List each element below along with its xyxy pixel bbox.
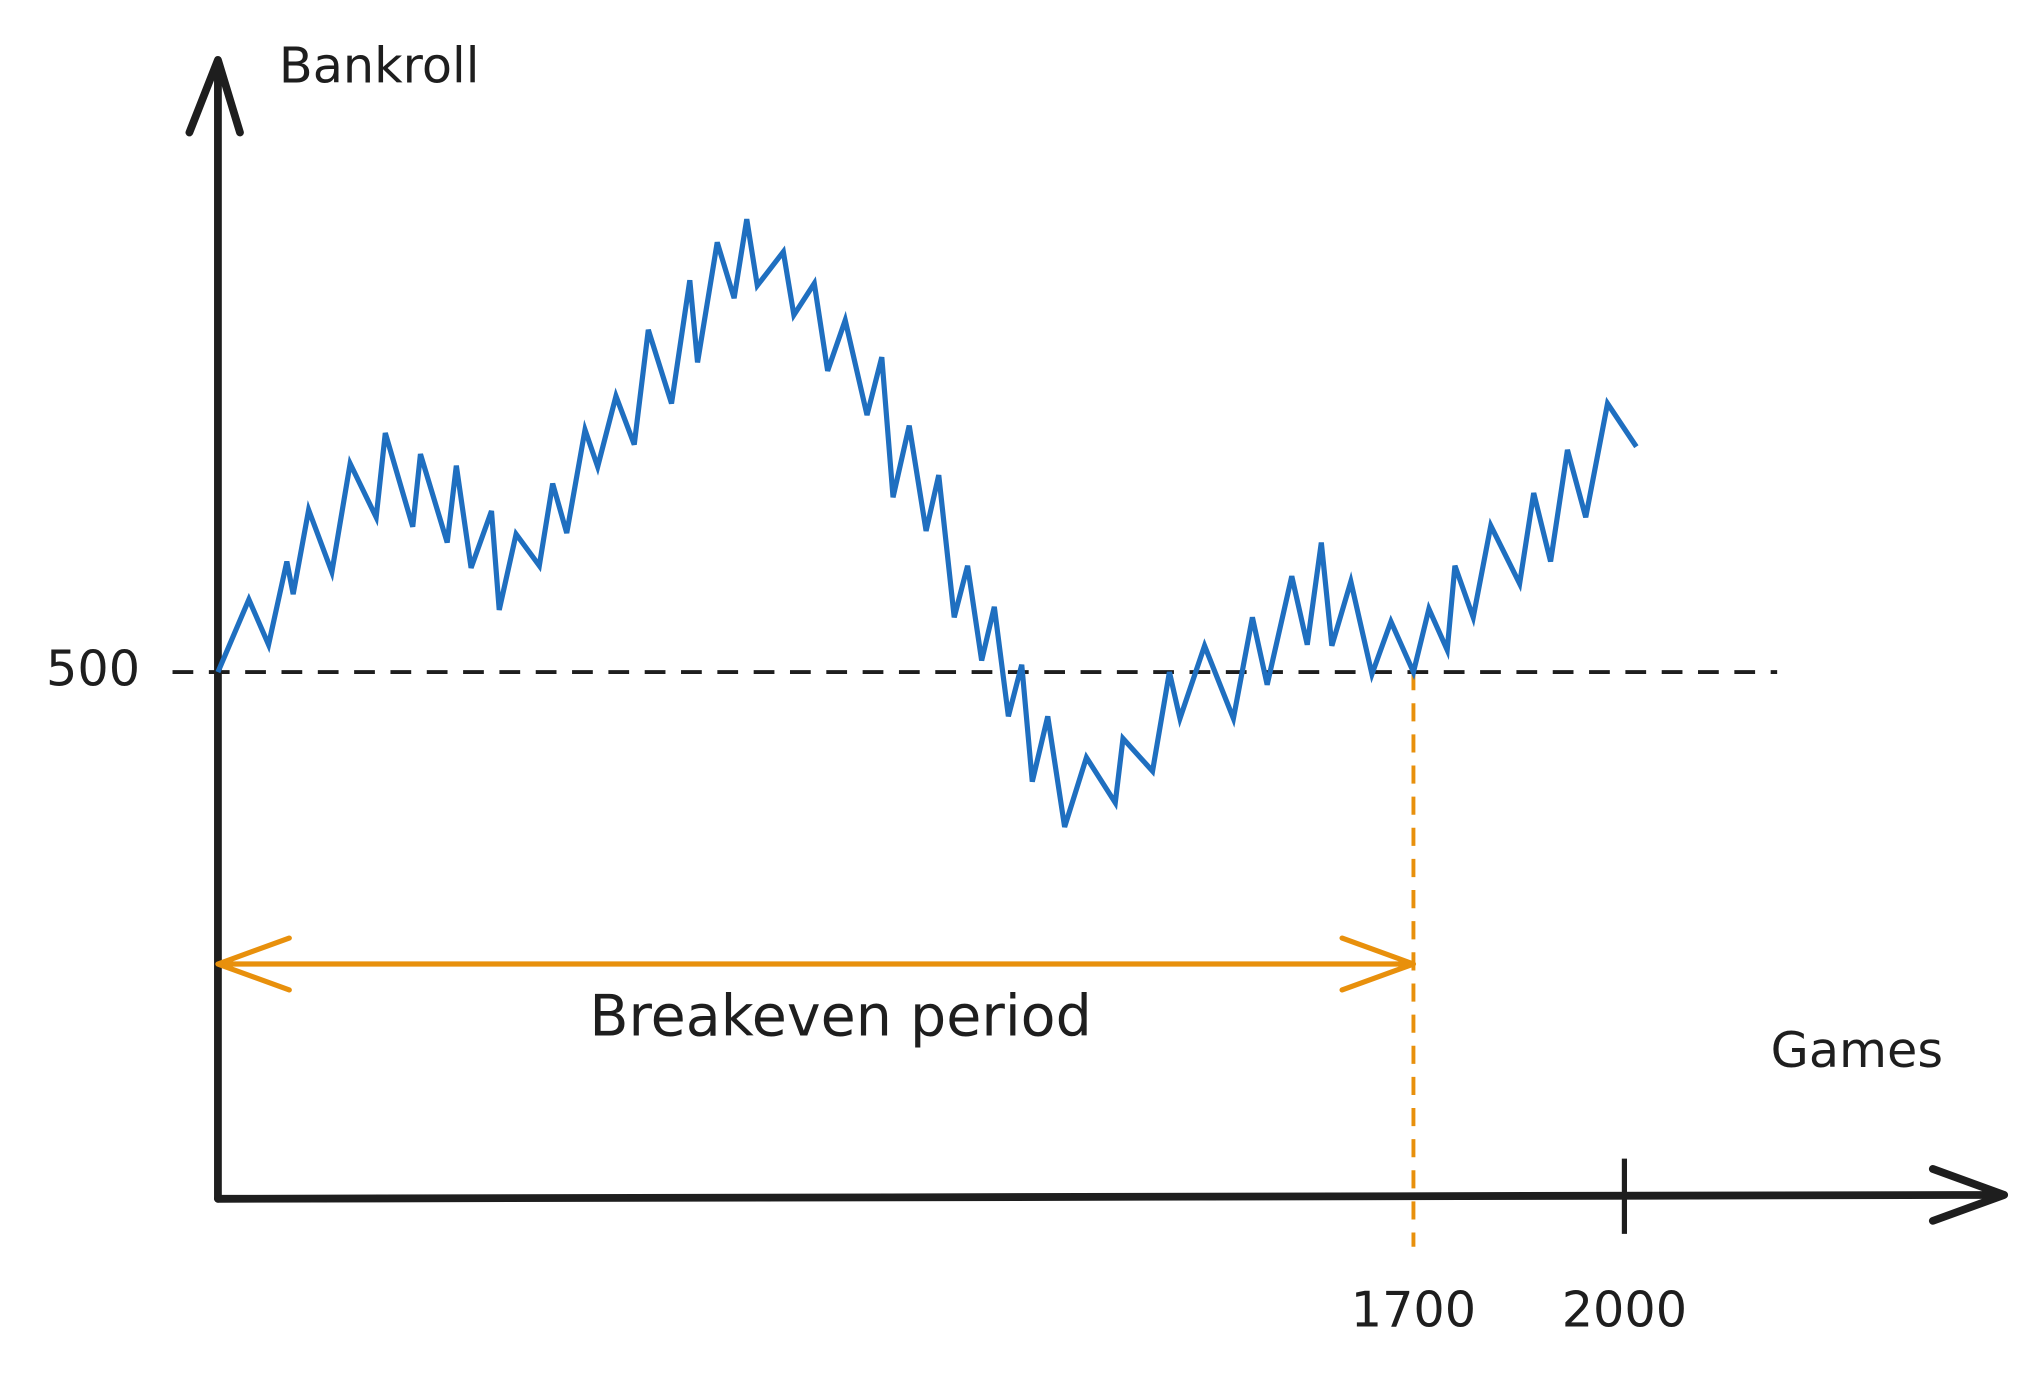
x-tick-label: 2000 [1562,1280,1687,1338]
axes [185,55,2009,1225]
y-axis-label: Bankroll [279,36,479,94]
y-axis [185,55,244,1203]
x-axis [214,1165,2009,1225]
x-axis-label: Games [1771,1021,1943,1079]
annotation-text: Breakeven period [589,983,1092,1049]
data-line [215,218,1639,828]
x-tick-label: 1700 [1351,1280,1476,1338]
annotation-arrow [215,935,1417,993]
y-tick-label: 500 [46,640,140,698]
